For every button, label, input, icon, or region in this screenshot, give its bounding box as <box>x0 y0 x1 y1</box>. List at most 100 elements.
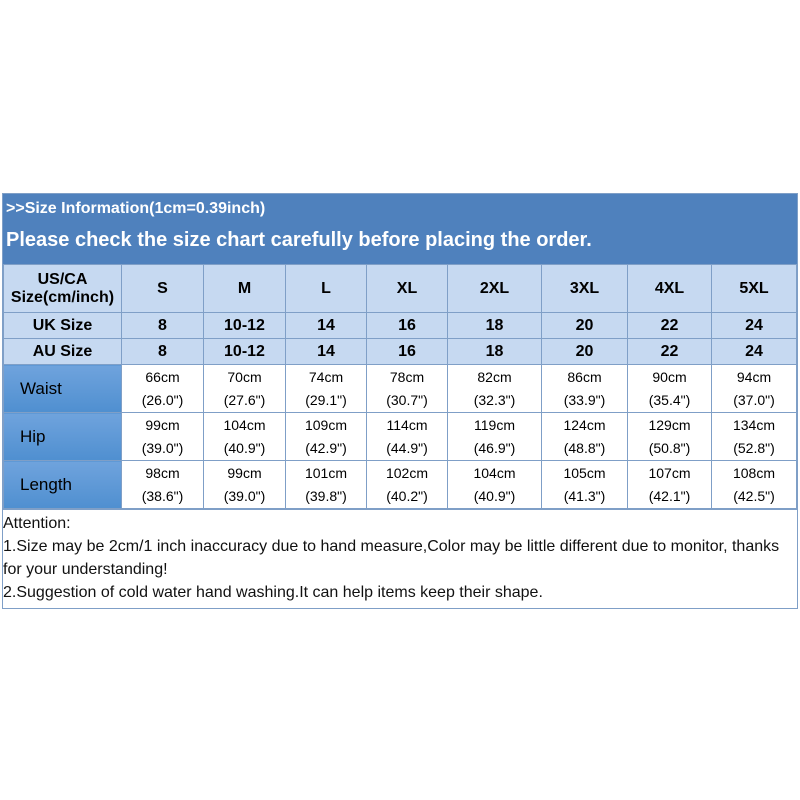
inch-value: (35.4") <box>648 391 691 408</box>
uk-size-value: 8 <box>121 312 204 339</box>
inch-value: (50.8") <box>648 439 691 456</box>
inch-value: (40.2") <box>386 487 428 504</box>
measure-cell: 78cm (30.7") <box>366 364 448 413</box>
inch-value: (40.9") <box>223 439 266 456</box>
uk-size-value: 20 <box>541 312 628 339</box>
measure-label: Length <box>3 460 122 509</box>
inch-value: (26.0") <box>141 391 184 408</box>
attention-notes: Attention: 1.Size may be 2cm/1 inch inac… <box>3 509 797 608</box>
size-header: S <box>121 264 204 313</box>
au-size-value: 20 <box>541 338 628 365</box>
cm-value: 114cm <box>386 416 428 433</box>
uk-size-value: 22 <box>627 312 712 339</box>
size-header: 5XL <box>711 264 797 313</box>
measure-cell: 86cm (33.9") <box>541 364 628 413</box>
cm-value: 86cm <box>567 368 602 385</box>
uk-size-value: 24 <box>711 312 797 339</box>
measure-cell: 108cm (42.5") <box>711 460 797 509</box>
inch-value: (40.9") <box>473 487 516 504</box>
cm-value: 94cm <box>736 368 772 385</box>
cm-value: 101cm <box>304 464 348 481</box>
au-size-value: 14 <box>285 338 367 365</box>
inch-value: (52.8") <box>733 439 775 456</box>
inch-value: (32.3") <box>473 391 516 408</box>
inch-value: (42.1") <box>648 487 691 504</box>
inch-value: (39.0") <box>223 487 266 504</box>
uk-size-value: 18 <box>447 312 542 339</box>
inch-value: (30.7") <box>386 391 428 408</box>
title-bar: >>Size Information(1cm=0.39inch) Please … <box>3 194 797 264</box>
measure-cell: 74cm (29.1") <box>285 364 367 413</box>
cm-value: 78cm <box>389 368 425 385</box>
measure-cell: 134cm (52.8") <box>711 412 797 461</box>
au-size-label: AU Size <box>3 338 122 365</box>
table-row: Hip 99cm (39.0") 104cm (40.9") 109cm (42.9") 11… <box>3 412 797 461</box>
au-size-value: 10-12 <box>203 338 286 365</box>
au-size-value: 16 <box>366 338 448 365</box>
inch-value: (29.1") <box>305 391 347 408</box>
cm-value: 70cm <box>227 368 262 385</box>
attention-title: Attention: <box>3 515 71 532</box>
cm-value: 104cm <box>223 416 266 433</box>
measure-cell: 70cm (27.6") <box>203 364 286 413</box>
measure-cell: 98cm (38.6") <box>121 460 204 509</box>
inch-value: (27.6") <box>223 391 266 408</box>
table-row: Waist 66cm (26.0") 70cm (27.6") 74cm (29.1") 78… <box>3 364 797 413</box>
cm-value: 105cm <box>563 464 606 481</box>
size-table: US/CA Size(cm/inch) S M L XL 2XL 3XL 4XL 5XL UK S… <box>3 264 797 509</box>
cm-value: 99cm <box>227 464 262 481</box>
table-row: Length 98cm (38.6") 99cm (39.0") 101cm (39.8")… <box>3 460 797 509</box>
uk-size-label: UK Size <box>3 312 122 339</box>
measure-cell: 104cm (40.9") <box>447 460 542 509</box>
cm-value: 82cm <box>477 368 512 385</box>
au-size-value: 22 <box>627 338 712 365</box>
size-header: M <box>203 264 286 313</box>
size-info-heading: >>Size Information(1cm=0.39inch) <box>6 200 266 217</box>
size-header: 4XL <box>627 264 712 313</box>
cm-value: 98cm <box>145 464 180 481</box>
uk-size-value: 14 <box>285 312 367 339</box>
cm-value: 119cm <box>474 416 515 433</box>
measure-cell: 105cm (41.3") <box>541 460 628 509</box>
measure-cell: 101cm (39.8") <box>285 460 367 509</box>
measure-cell: 94cm (37.0") <box>711 364 797 413</box>
cm-value: 90cm <box>652 368 687 385</box>
cm-value: 99cm <box>145 416 180 433</box>
inch-value: (38.6") <box>141 487 184 504</box>
inch-value: (42.9") <box>305 439 347 456</box>
au-size-value: 24 <box>711 338 797 365</box>
measure-label: Hip <box>3 412 122 461</box>
size-chart: >>Size Information(1cm=0.39inch) Please … <box>2 193 798 609</box>
inch-value: (46.9") <box>473 439 516 456</box>
au-size-value: 18 <box>447 338 542 365</box>
measure-cell: 129cm (50.8") <box>627 412 712 461</box>
cm-value: 129cm <box>648 416 691 433</box>
measure-cell: 82cm (32.3") <box>447 364 542 413</box>
uk-size-value: 16 <box>366 312 448 339</box>
uk-size-value: 10-12 <box>203 312 286 339</box>
measure-cell: 107cm (42.1") <box>627 460 712 509</box>
measure-cell: 119cm (46.9") <box>447 412 542 461</box>
inch-value: (37.0") <box>733 391 775 408</box>
measure-cell: 90cm (35.4") <box>627 364 712 413</box>
cm-value: 108cm <box>732 464 776 481</box>
measure-cell: 99cm (39.0") <box>121 412 204 461</box>
measure-cell: 124cm (48.8") <box>541 412 628 461</box>
measure-cell: 104cm (40.9") <box>203 412 286 461</box>
measure-label: Waist <box>3 364 122 413</box>
cm-value: 107cm <box>648 464 691 481</box>
size-header: 3XL <box>541 264 628 313</box>
cm-value: 66cm <box>145 368 180 385</box>
inch-value: (39.8") <box>305 487 347 504</box>
inch-value: (44.9") <box>386 439 428 456</box>
us-size-label: US/CA Size(cm/inch) <box>3 264 122 313</box>
inch-value: (41.3") <box>563 487 606 504</box>
cm-value: 104cm <box>473 464 516 481</box>
measure-cell: 109cm (42.9") <box>285 412 367 461</box>
measure-cell: 66cm (26.0") <box>121 364 204 413</box>
measure-cell: 99cm (39.0") <box>203 460 286 509</box>
attention-line-2: 2.Suggestion of cold water hand washing.… <box>3 584 543 601</box>
uk-size-row: UK Size 8 10-12 14 16 18 20 22 24 <box>3 312 797 339</box>
cm-value: 109cm <box>304 416 348 433</box>
size-header: 2XL <box>447 264 542 313</box>
